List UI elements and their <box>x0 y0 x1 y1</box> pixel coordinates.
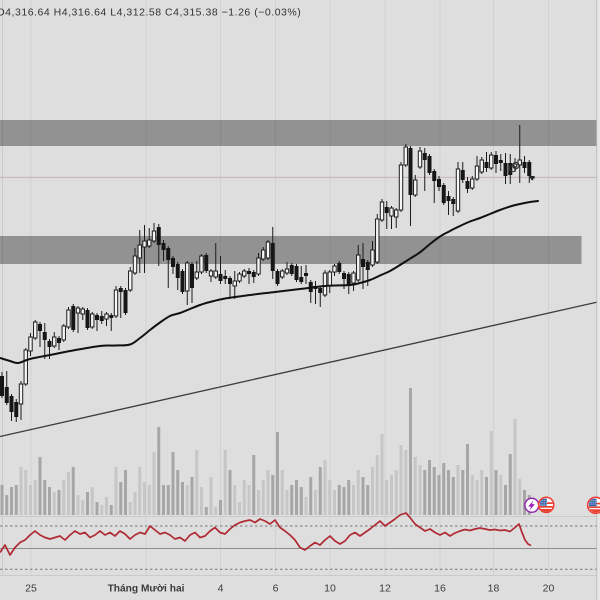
svg-text:25: 25 <box>25 583 37 595</box>
svg-text:20: 20 <box>543 583 555 595</box>
svg-text:18: 18 <box>488 583 500 595</box>
svg-text:16: 16 <box>434 583 446 595</box>
svg-text:6: 6 <box>273 583 279 595</box>
svg-text:Tháng Mười hai: Tháng Mười hai <box>108 584 185 595</box>
svg-text:4: 4 <box>218 583 224 595</box>
svg-text:O4,316.64 H4,316.64 L4,312.5: O4,316.64 H4,316.64 L4,312.58 C4,315.38 … <box>0 6 301 18</box>
svg-text:12: 12 <box>379 583 391 595</box>
svg-text:10: 10 <box>324 583 336 595</box>
